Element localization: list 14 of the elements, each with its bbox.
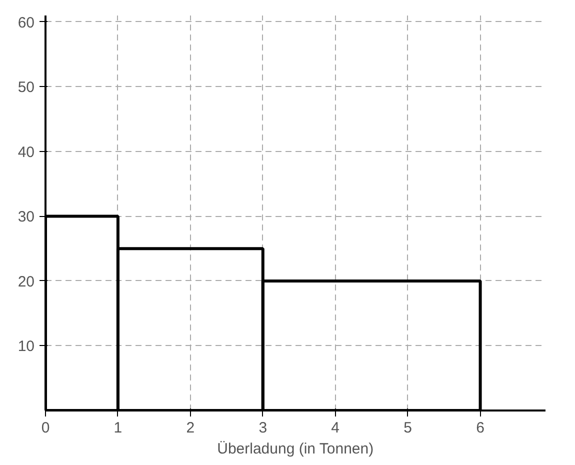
- y-tick-label: 30: [18, 208, 35, 226]
- y-tick-label: 20: [18, 273, 35, 290]
- x-tick-label: 4: [331, 420, 340, 436]
- x-tick-label: 6: [476, 420, 484, 436]
- x-tick-label: 2: [186, 420, 195, 436]
- y-tick-label: 50: [18, 79, 35, 96]
- x-tick-label: 3: [258, 420, 268, 436]
- y-tick-label: 60: [18, 14, 35, 32]
- x-tick-label: 1: [114, 420, 122, 436]
- x-tick-label: 5: [404, 420, 412, 436]
- x-axis-title: Überladung (in Tonnen): [217, 440, 374, 458]
- y-tick-label: 40: [18, 144, 35, 161]
- y-tick-label: 10: [18, 338, 35, 356]
- x-tick-label: 0: [41, 420, 50, 436]
